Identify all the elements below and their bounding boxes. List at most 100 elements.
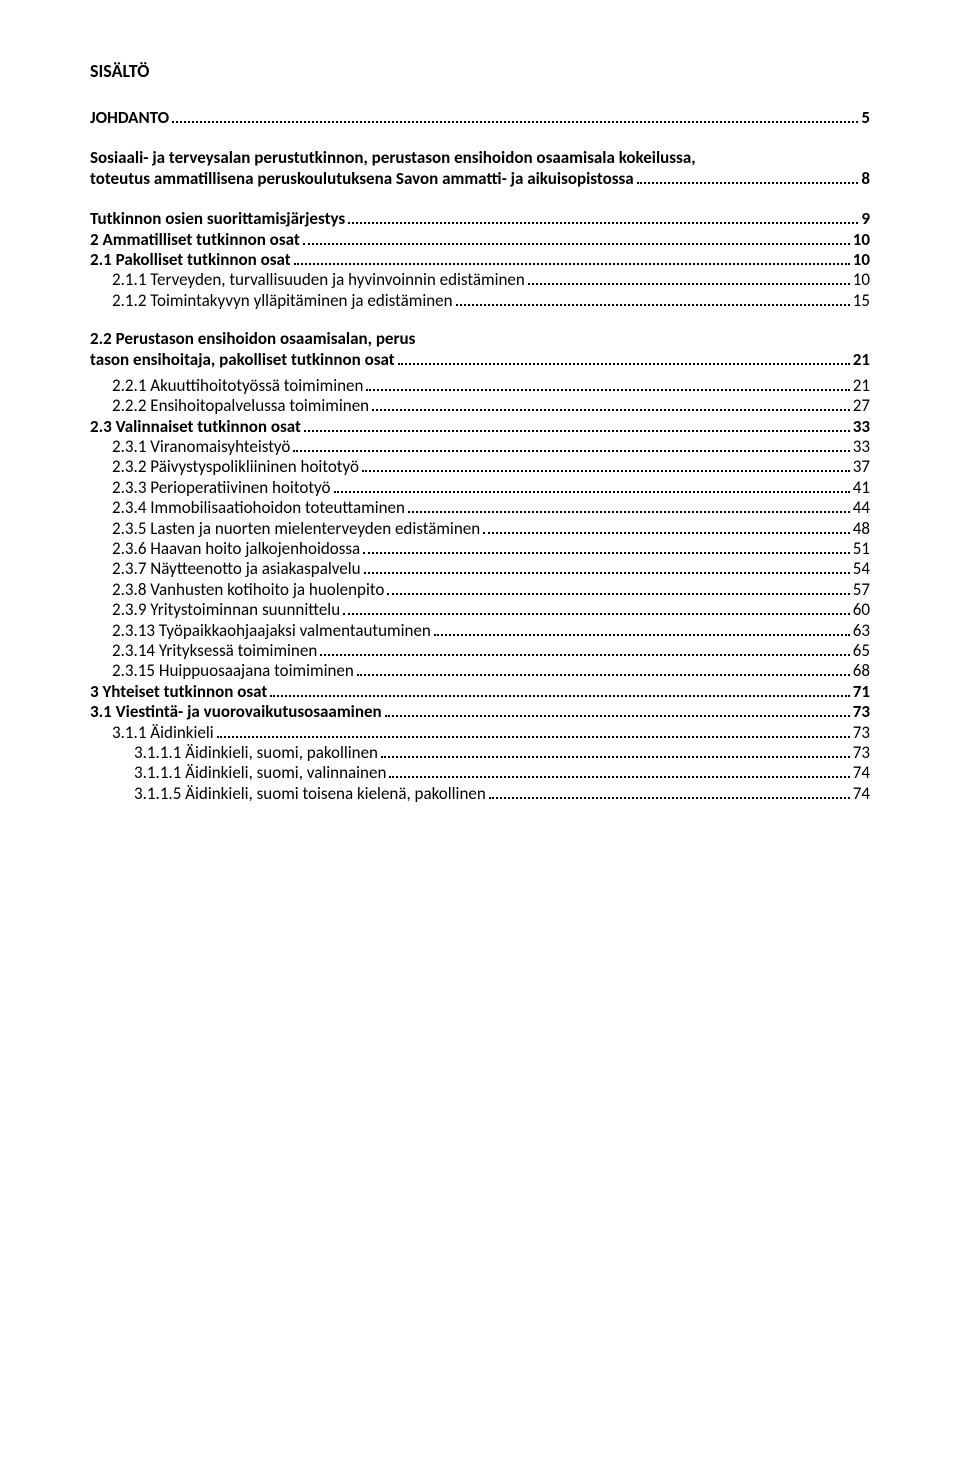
toc-label: 2.3.3 Perioperatiivinen hoitotyö — [112, 478, 331, 498]
toc-label: JOHDANTO — [90, 108, 169, 128]
toc-leader — [456, 292, 850, 306]
toc-label: 3.1 Viestintä- ja vuorovaikutusosaaminen — [90, 702, 382, 722]
toc-page-number: 57 — [853, 580, 870, 600]
toc-page-number: 74 — [853, 784, 870, 804]
toc-page-number: 54 — [853, 559, 870, 579]
toc-label: 3.1.1 Äidinkieli — [112, 723, 214, 743]
toc-label: 2.3.2 Päivystyspolikliininen hoitotyö — [112, 457, 359, 477]
toc-entry: 2.2.1 Akuuttihoitotyössä toimiminen21 — [90, 376, 870, 396]
toc-leader — [303, 231, 850, 245]
toc-page-number: 60 — [853, 600, 870, 620]
toc-label: 2.2.1 Akuuttihoitotyössä toimiminen — [112, 376, 363, 396]
toc-page-number: 71 — [853, 682, 870, 702]
toc-page-number: 5 — [861, 108, 870, 128]
toc-label: 2.3.7 Näytteenotto ja asiakaspalvelu — [112, 559, 361, 579]
toc-leader — [385, 703, 850, 717]
toc-leader — [304, 418, 850, 432]
toc-entry: 2.3.1 Viranomaisyhteistyö33 — [90, 437, 870, 457]
toc-entry: 2.3.13 Työpaikkaohjaajaksi valmentautumi… — [90, 621, 870, 641]
toc-label: 2.3.4 Immobilisaatiohoidon toteuttaminen — [112, 498, 405, 518]
toc-entry: 3.1.1.1 Äidinkieli, suomi, pakollinen73 — [90, 743, 870, 763]
toc-entry: Tutkinnon osien suorittamisjärjestys9 — [90, 209, 870, 229]
toc-label: 2.1.2 Toimintakyvyn ylläpitäminen ja edi… — [112, 291, 453, 311]
toc-page-number: 9 — [861, 209, 870, 229]
toc-label: 2.3.8 Vanhusten kotihoito ja huolenpito — [112, 580, 384, 600]
toc-leader — [172, 109, 858, 123]
toc-entry: 3 Yhteiset tutkinnon osat 71 — [90, 682, 870, 702]
toc-leader — [381, 744, 850, 758]
toc-leader — [363, 540, 850, 554]
toc-label: 2.3 Valinnaiset tutkinnon osat — [90, 417, 301, 437]
toc-leader — [489, 785, 850, 799]
toc-leader — [362, 459, 850, 473]
toc-leader — [348, 210, 858, 224]
toc-entry: 2.1.1 Terveyden, turvallisuuden ja hyvin… — [90, 270, 870, 290]
toc-page-number: 73 — [853, 723, 870, 743]
toc-label: 2.3.5 Lasten ja nuorten mielenterveyden … — [112, 519, 480, 539]
toc-leader — [357, 662, 850, 676]
toc-label: 2 Ammatilliset tutkinnon osat — [90, 230, 300, 250]
toc-entry: Sosiaali- ja terveysalan perustutkinnon,… — [90, 148, 870, 189]
toc-leader — [528, 271, 850, 285]
toc-leader — [270, 683, 849, 697]
toc-entry: 2.3.15 Huippuosaajana toimiminen68 — [90, 661, 870, 681]
toc-label: 3.1.1.1 Äidinkieli, suomi, valinnainen — [134, 763, 386, 783]
toc-leader — [294, 251, 850, 265]
toc-leader — [217, 724, 850, 738]
toc-entry: 2.3.5 Lasten ja nuorten mielenterveyden … — [90, 519, 870, 539]
toc-page-number: 44 — [853, 498, 870, 518]
toc-leader — [387, 581, 849, 595]
table-of-contents: JOHDANTO 5 Sosiaali- ja terveysalan perust… — [90, 108, 870, 804]
toc-entry: 2.3.8 Vanhusten kotihoito ja huolenpito 5… — [90, 580, 870, 600]
toc-entry: 2 Ammatilliset tutkinnon osat 10 — [90, 230, 870, 250]
toc-page-number: 63 — [853, 621, 870, 641]
toc-page-number: 74 — [853, 763, 870, 783]
toc-label: 3 Yhteiset tutkinnon osat — [90, 682, 267, 702]
toc-page-number: 73 — [853, 743, 870, 763]
toc-leader — [389, 764, 849, 778]
toc-leader — [637, 170, 859, 184]
toc-entry: 2.1 Pakolliset tutkinnon osat 10 — [90, 250, 870, 270]
toc-page-number: 33 — [853, 417, 870, 437]
toc-page-number: 33 — [853, 437, 870, 457]
page-title: SISÄLTÖ — [90, 60, 870, 82]
toc-label: 2.1.1 Terveyden, turvallisuuden ja hyvin… — [112, 270, 525, 290]
toc-page-number: 10 — [853, 270, 870, 290]
toc-entry: 3.1.1 Äidinkieli 73 — [90, 723, 870, 743]
toc-leader — [434, 622, 850, 636]
toc-label: Sosiaali- ja terveysalan perustutkinnon,… — [90, 148, 870, 168]
toc-entry: JOHDANTO 5 — [90, 108, 870, 128]
toc-leader — [366, 377, 849, 391]
toc-label: 2.3.14 Yrityksessä toimiminen — [112, 641, 317, 661]
toc-entry: 2.3.3 Perioperatiivinen hoitotyö41 — [90, 478, 870, 498]
toc-page-number: 10 — [853, 250, 870, 270]
toc-label: 2.3.9 Yritystoiminnan suunnittelu — [112, 600, 340, 620]
toc-label: 2.3.15 Huippuosaajana toimiminen — [112, 661, 354, 681]
toc-entry: 2.3.7 Näytteenotto ja asiakaspalvelu 54 — [90, 559, 870, 579]
toc-page-number: 27 — [853, 396, 870, 416]
toc-label: tason ensihoitaja, pakolliset tutkinnon … — [90, 350, 395, 370]
toc-label: 3.1.1.5 Äidinkieli, suomi toisena kielen… — [134, 784, 486, 804]
toc-entry: 2.3.6 Haavan hoito jalkojenhoidossa51 — [90, 539, 870, 559]
toc-page-number: 10 — [853, 230, 870, 250]
toc-leader — [320, 642, 850, 656]
toc-leader — [372, 397, 850, 411]
toc-label: 2.3.6 Haavan hoito jalkojenhoidossa — [112, 539, 360, 559]
toc-entry: 2.2.2 Ensihoitopalvelussa toimiminen27 — [90, 396, 870, 416]
toc-entry: 3.1.1.5 Äidinkieli, suomi toisena kielen… — [90, 784, 870, 804]
toc-leader — [364, 561, 850, 575]
toc-page-number: 73 — [853, 702, 870, 722]
toc-page-number: 65 — [853, 641, 870, 661]
document-page: SISÄLTÖ JOHDANTO 5 Sosiaali- ja terveysala… — [0, 0, 960, 1483]
toc-entry: 2.3 Valinnaiset tutkinnon osat 33 — [90, 417, 870, 437]
toc-entry: 2.3.14 Yrityksessä toimiminen 65 — [90, 641, 870, 661]
toc-entry: 3.1.1.1 Äidinkieli, suomi, valinnainen 74 — [90, 763, 870, 783]
toc-leader — [398, 351, 850, 365]
toc-entry: 2.2 Perustason ensihoidon osaamisalan, p… — [90, 329, 870, 370]
toc-label: toteutus ammatillisena peruskoulutuksena… — [90, 169, 634, 189]
toc-page-number: 48 — [853, 519, 870, 539]
toc-entry: 2.3.4 Immobilisaatiohoidon toteuttaminen… — [90, 498, 870, 518]
toc-label: 2.1 Pakolliset tutkinnon osat — [90, 250, 291, 270]
toc-entry: 2.3.9 Yritystoiminnan suunnittelu 60 — [90, 600, 870, 620]
toc-entry: 3.1 Viestintä- ja vuorovaikutusosaaminen… — [90, 702, 870, 722]
